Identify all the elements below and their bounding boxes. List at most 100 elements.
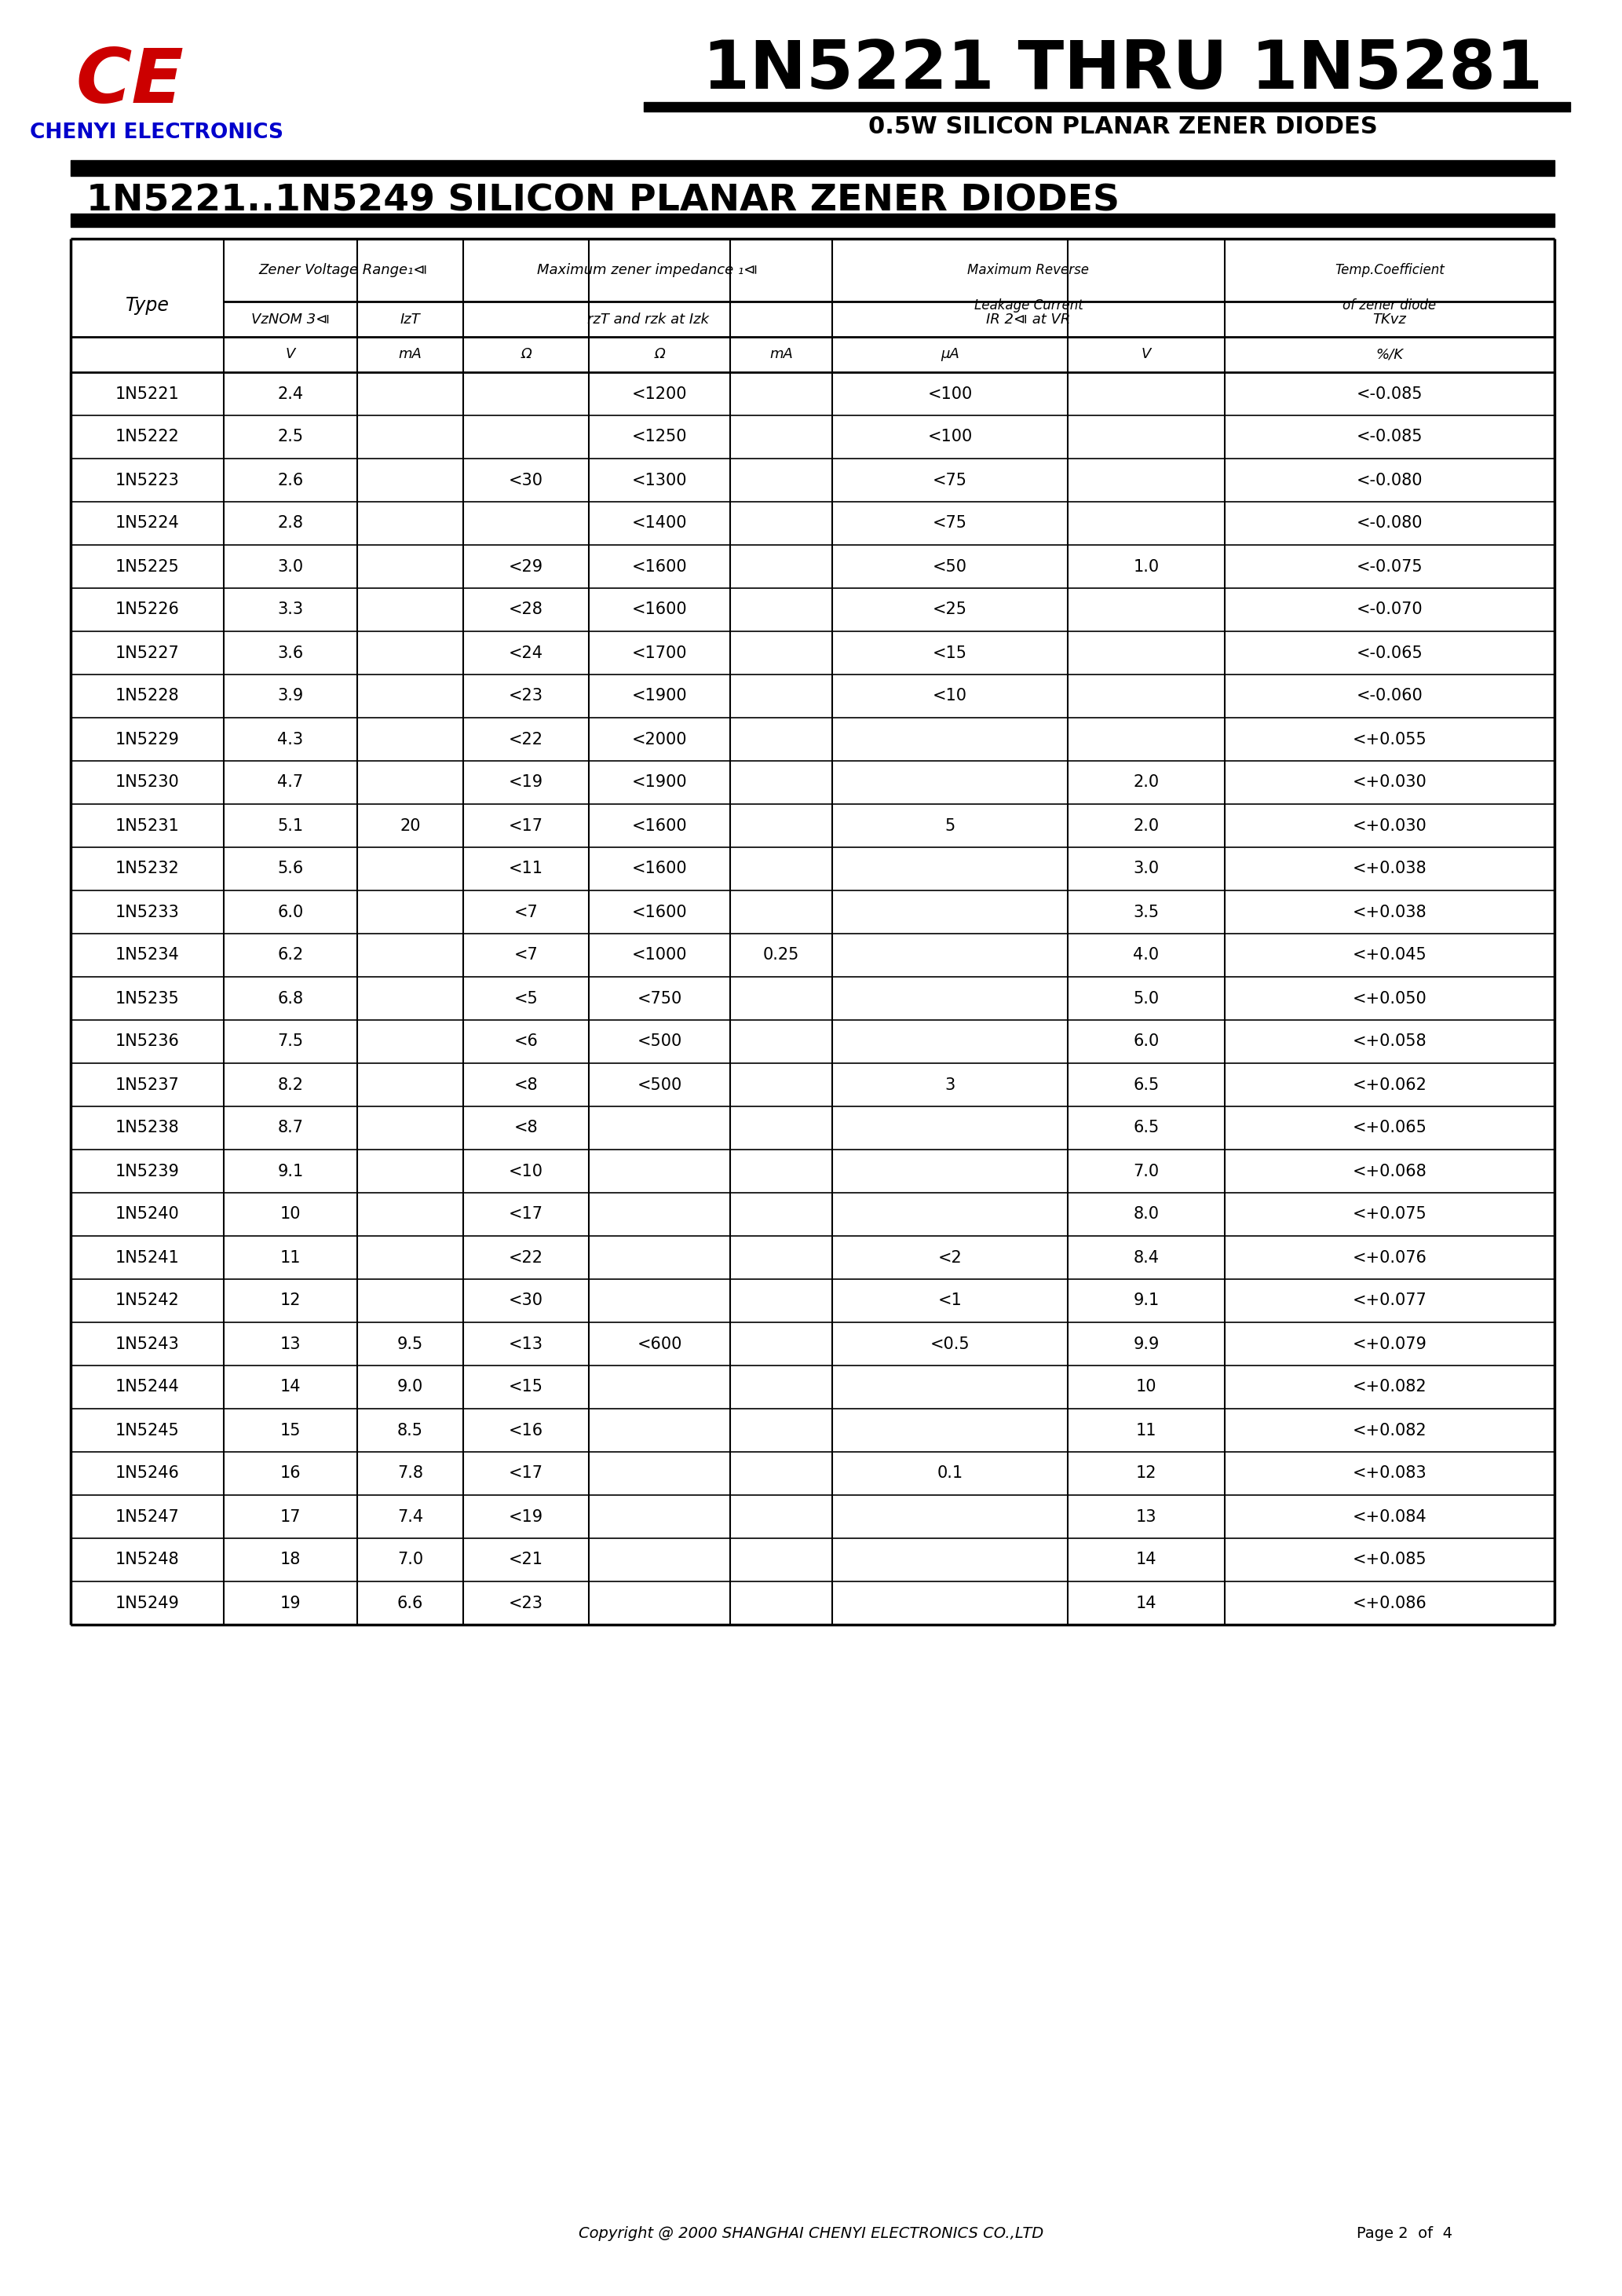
- Text: <8: <8: [514, 1077, 539, 1093]
- Text: 6.2: 6.2: [277, 948, 303, 962]
- Text: 1N5221: 1N5221: [115, 386, 180, 402]
- Text: <2: <2: [938, 1249, 962, 1265]
- Text: 15: 15: [281, 1424, 302, 1437]
- Text: <750: <750: [637, 990, 681, 1006]
- Text: 12: 12: [1135, 1465, 1156, 1481]
- Text: <1700: <1700: [633, 645, 688, 661]
- Text: 1N5242: 1N5242: [115, 1293, 180, 1309]
- Text: 1N5226: 1N5226: [115, 602, 180, 618]
- Text: <7: <7: [514, 948, 539, 962]
- Text: 6.8: 6.8: [277, 990, 303, 1006]
- Text: 1N5243: 1N5243: [115, 1336, 180, 1352]
- Text: <+0.068: <+0.068: [1353, 1164, 1427, 1180]
- Text: 1N5234: 1N5234: [115, 948, 180, 962]
- Text: 1N5224: 1N5224: [115, 517, 180, 530]
- Text: <10: <10: [509, 1164, 543, 1180]
- Text: 1N5229: 1N5229: [115, 732, 180, 746]
- Text: <75: <75: [933, 517, 967, 530]
- Text: <21: <21: [509, 1552, 543, 1568]
- Text: <13: <13: [509, 1336, 543, 1352]
- Text: <500: <500: [637, 1077, 681, 1093]
- Text: Zener Voltage Range₁⧏: Zener Voltage Range₁⧏: [260, 264, 428, 278]
- Text: 1N5240: 1N5240: [115, 1205, 180, 1221]
- Text: <1900: <1900: [631, 689, 688, 705]
- Text: 9.0: 9.0: [397, 1380, 423, 1396]
- Text: 5.1: 5.1: [277, 817, 303, 833]
- Text: <1600: <1600: [631, 602, 688, 618]
- Text: <30: <30: [509, 1293, 543, 1309]
- Text: 1N5221 THRU 1N5281: 1N5221 THRU 1N5281: [702, 37, 1543, 103]
- Text: <+0.062: <+0.062: [1353, 1077, 1427, 1093]
- Text: 7.8: 7.8: [397, 1465, 423, 1481]
- Text: 1.0: 1.0: [1134, 558, 1160, 574]
- Text: <1600: <1600: [631, 861, 688, 877]
- Text: 10: 10: [281, 1205, 302, 1221]
- Text: <17: <17: [509, 1465, 543, 1481]
- Text: <30: <30: [509, 473, 543, 489]
- Text: <+0.082: <+0.082: [1353, 1424, 1427, 1437]
- Text: 6.0: 6.0: [277, 905, 303, 921]
- Text: <1250: <1250: [633, 429, 688, 445]
- Text: 1N5225: 1N5225: [115, 558, 180, 574]
- Text: <+0.076: <+0.076: [1353, 1249, 1427, 1265]
- Text: <1600: <1600: [631, 558, 688, 574]
- Text: 8.7: 8.7: [277, 1120, 303, 1137]
- Text: 2.0: 2.0: [1134, 774, 1160, 790]
- Text: 18: 18: [281, 1552, 300, 1568]
- Text: <+0.050: <+0.050: [1353, 990, 1427, 1006]
- Text: 3: 3: [944, 1077, 955, 1093]
- Text: Copyright @ 2000 SHANGHAI CHENYI ELECTRONICS CO.,LTD: Copyright @ 2000 SHANGHAI CHENYI ELECTRO…: [579, 2225, 1043, 2241]
- Text: 0.1: 0.1: [938, 1465, 963, 1481]
- Text: 7.0: 7.0: [1134, 1164, 1160, 1180]
- Text: <-0.060: <-0.060: [1356, 689, 1422, 705]
- Text: 17: 17: [281, 1508, 302, 1525]
- Text: <+0.082: <+0.082: [1353, 1380, 1427, 1396]
- Text: <+0.055: <+0.055: [1353, 732, 1427, 746]
- Text: <-0.085: <-0.085: [1356, 386, 1422, 402]
- Text: 6.0: 6.0: [1134, 1033, 1160, 1049]
- Text: 1N5249: 1N5249: [115, 1596, 180, 1612]
- Text: TKvz: TKvz: [1372, 312, 1406, 326]
- Text: Maximum Reverse

Leakage Current: Maximum Reverse Leakage Current: [968, 264, 1090, 312]
- Text: <16: <16: [509, 1424, 543, 1437]
- Text: <+0.038: <+0.038: [1353, 905, 1427, 921]
- Text: 11: 11: [281, 1249, 302, 1265]
- Text: <+0.075: <+0.075: [1353, 1205, 1427, 1221]
- Text: <15: <15: [509, 1380, 543, 1396]
- Text: <+0.030: <+0.030: [1353, 817, 1427, 833]
- Text: <+0.086: <+0.086: [1353, 1596, 1427, 1612]
- Text: 1N5237: 1N5237: [115, 1077, 180, 1093]
- Text: mA: mA: [399, 347, 422, 360]
- Text: 20: 20: [399, 817, 420, 833]
- Text: IR 2⧏ at VR: IR 2⧏ at VR: [986, 312, 1071, 326]
- Text: 7.0: 7.0: [397, 1552, 423, 1568]
- Text: <1900: <1900: [631, 774, 688, 790]
- Text: 19: 19: [281, 1596, 302, 1612]
- Text: 3.0: 3.0: [277, 558, 303, 574]
- Text: 16: 16: [281, 1465, 302, 1481]
- Text: <+0.079: <+0.079: [1353, 1336, 1427, 1352]
- Text: <25: <25: [933, 602, 967, 618]
- Text: 4.7: 4.7: [277, 774, 303, 790]
- Text: 1N5244: 1N5244: [115, 1380, 180, 1396]
- Text: 14: 14: [1135, 1596, 1156, 1612]
- Text: %/K: %/K: [1375, 347, 1403, 360]
- Text: <+0.083: <+0.083: [1353, 1465, 1427, 1481]
- Text: <75: <75: [933, 473, 967, 489]
- Text: 1N5236: 1N5236: [115, 1033, 180, 1049]
- Text: 1N5247: 1N5247: [115, 1508, 180, 1525]
- Text: Maximum zener impedance ₁⧏: Maximum zener impedance ₁⧏: [537, 264, 757, 278]
- Text: rzT and rzk at Izk: rzT and rzk at Izk: [587, 312, 709, 326]
- Text: <+0.077: <+0.077: [1353, 1293, 1427, 1309]
- Text: 1N5230: 1N5230: [115, 774, 180, 790]
- Text: <+0.058: <+0.058: [1353, 1033, 1427, 1049]
- Text: 11: 11: [1135, 1424, 1156, 1437]
- Text: <1400: <1400: [633, 517, 688, 530]
- Text: 6.5: 6.5: [1134, 1120, 1160, 1137]
- Text: 9.1: 9.1: [277, 1164, 303, 1180]
- Text: 12: 12: [281, 1293, 302, 1309]
- Text: 14: 14: [281, 1380, 302, 1396]
- Text: <500: <500: [637, 1033, 681, 1049]
- Text: <1600: <1600: [631, 817, 688, 833]
- Text: 1N5248: 1N5248: [115, 1552, 180, 1568]
